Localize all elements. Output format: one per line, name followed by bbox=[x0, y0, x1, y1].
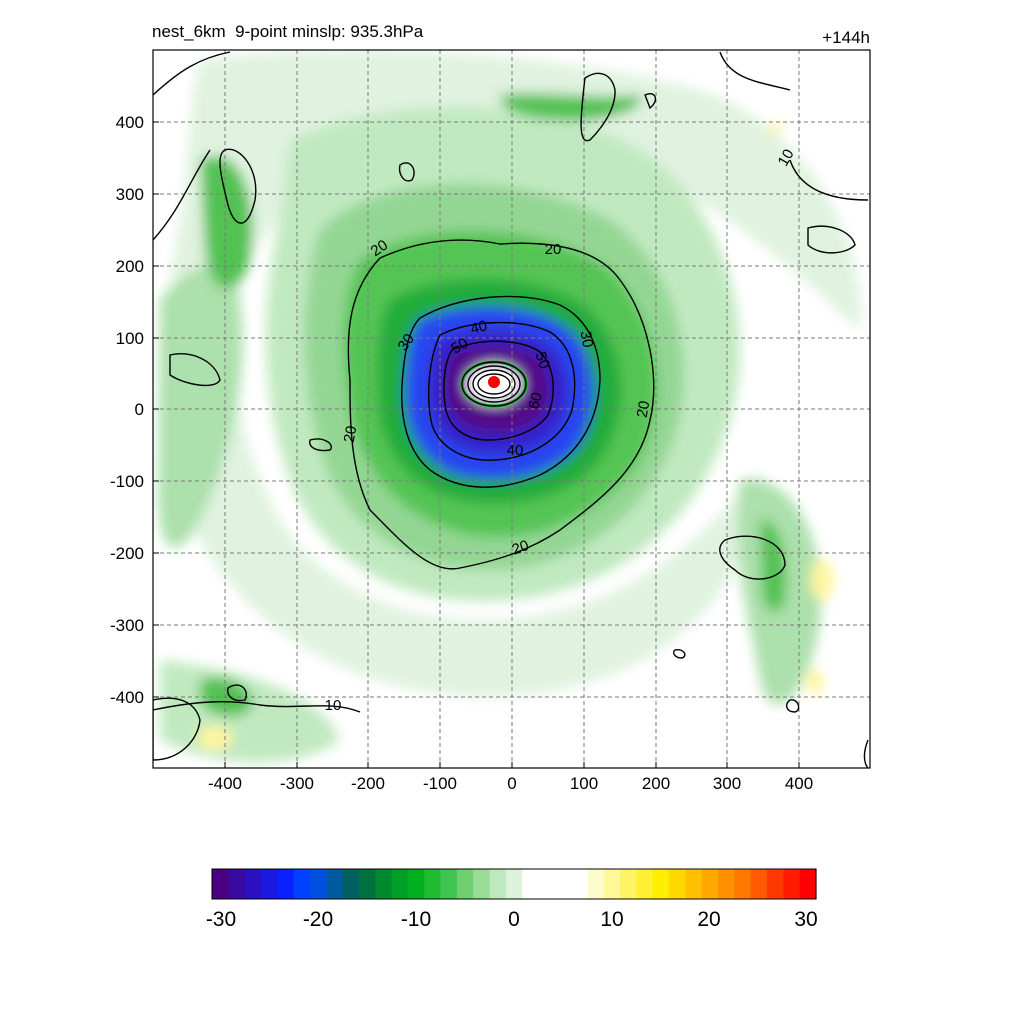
x-tick-label: 100 bbox=[570, 774, 598, 793]
colorbar-swatch bbox=[636, 869, 654, 899]
colorbar-swatch bbox=[718, 869, 735, 899]
colorbar-swatch bbox=[424, 869, 442, 899]
colorbar-swatch bbox=[750, 869, 768, 899]
colorbar-swatch bbox=[391, 869, 409, 899]
colorbar-swatch bbox=[228, 869, 246, 899]
colorbar-swatch bbox=[309, 869, 327, 899]
colorbar-tick-label: 0 bbox=[508, 908, 520, 931]
x-axis-labels: -400 -300 -200 -100 0 100 200 300 400 bbox=[208, 774, 813, 793]
y-tick-label: -200 bbox=[110, 544, 144, 563]
contour-label: 20 bbox=[510, 537, 531, 559]
colorbar-swatch bbox=[375, 869, 393, 899]
contour-label: 20 bbox=[545, 241, 562, 258]
colorbar-swatch bbox=[260, 869, 278, 899]
x-tick-label: -400 bbox=[208, 774, 242, 793]
colorbar-swatch bbox=[358, 869, 376, 899]
colorbar-swatch bbox=[620, 869, 638, 899]
colorbar-swatch bbox=[652, 869, 670, 899]
y-axis-labels: 400 300 200 100 0 -100 -200 -300 -400 bbox=[110, 113, 144, 707]
colorbar-swatch bbox=[522, 869, 540, 899]
colorbar-swatch bbox=[701, 869, 719, 899]
colorbar-swatch bbox=[505, 869, 523, 899]
grid-lines bbox=[153, 50, 870, 768]
contour-label: 40 bbox=[507, 442, 524, 459]
forecast-hour-label: +144h bbox=[822, 28, 870, 47]
colorbar-swatch bbox=[799, 869, 817, 899]
y-tick-label: -300 bbox=[110, 616, 144, 635]
x-tick-label: 400 bbox=[785, 774, 813, 793]
colorbar-swatch bbox=[734, 869, 752, 899]
colorbar-tick-label: 10 bbox=[600, 908, 623, 931]
colorbar-swatch bbox=[783, 869, 801, 899]
contour-label: 30 bbox=[395, 331, 418, 354]
colorbar-swatch bbox=[456, 869, 474, 899]
colorbar-swatch bbox=[342, 869, 360, 899]
y-tick-label: 200 bbox=[116, 257, 144, 276]
x-tick-label: -200 bbox=[351, 774, 385, 793]
colorbar bbox=[212, 869, 817, 899]
y-tick-label: 100 bbox=[116, 329, 144, 348]
colorbar-swatch bbox=[603, 869, 621, 899]
colorbar-swatch bbox=[212, 869, 229, 899]
contour-labels: 10 10 20 20 20 20 20 30 30 40 40 50 50 6… bbox=[325, 146, 798, 714]
colorbar-tick-label: -30 bbox=[206, 908, 236, 931]
contour-label: 60 bbox=[525, 391, 546, 412]
x-tick-label: 0 bbox=[507, 774, 516, 793]
storm-center-marker bbox=[488, 376, 500, 388]
x-tick-label: -300 bbox=[280, 774, 314, 793]
contour-label: 20 bbox=[341, 425, 361, 444]
colorbar-swatch bbox=[587, 869, 605, 899]
colorbar-tick-label: -10 bbox=[401, 908, 431, 931]
x-tick-label: 200 bbox=[642, 774, 670, 793]
colorbar-swatch bbox=[489, 869, 507, 899]
colorbar-tick-label: 20 bbox=[697, 908, 720, 931]
colorbar-tick-label: -20 bbox=[303, 908, 333, 931]
colorbar-tick-label: 30 bbox=[794, 908, 817, 931]
y-tick-label: 0 bbox=[135, 400, 144, 419]
x-tick-label: 300 bbox=[713, 774, 741, 793]
colorbar-swatch bbox=[571, 869, 589, 899]
colorbar-swatch bbox=[767, 869, 784, 899]
contour-label: 10 bbox=[325, 697, 342, 714]
colorbar-swatch bbox=[538, 869, 556, 899]
colorbar-swatch bbox=[293, 869, 311, 899]
colorbar-swatch bbox=[473, 869, 491, 899]
y-tick-label: -100 bbox=[110, 472, 144, 491]
colorbar-swatch bbox=[244, 869, 262, 899]
colorbar-frame bbox=[211, 868, 817, 900]
colorbar-swatch bbox=[685, 869, 703, 899]
colorbar-swatch bbox=[277, 869, 295, 899]
colorbar-swatch bbox=[669, 869, 686, 899]
contour-label: 50 bbox=[448, 335, 471, 358]
contour-label: 10 bbox=[775, 146, 798, 169]
y-tick-label: -400 bbox=[110, 688, 144, 707]
contour-label: 30 bbox=[577, 330, 597, 349]
contour-label: 20 bbox=[634, 400, 654, 419]
contour-label: 50 bbox=[531, 350, 553, 371]
contour-label: 40 bbox=[469, 317, 490, 338]
y-tick-label: 400 bbox=[116, 113, 144, 132]
y-tick-label: 300 bbox=[116, 185, 144, 204]
map-title: nest_6km 9-point minslp: 935.3hPa bbox=[152, 22, 424, 41]
colorbar-labels: -30 -20 -10 0 10 20 30 bbox=[206, 908, 818, 931]
colorbar-swatch bbox=[407, 869, 425, 899]
contour-label: 20 bbox=[368, 237, 391, 260]
colorbar-swatch bbox=[554, 869, 572, 899]
x-tick-label: -100 bbox=[423, 774, 457, 793]
colorbar-swatch bbox=[326, 869, 344, 899]
colorbar-swatch bbox=[440, 869, 458, 899]
wind-contours bbox=[153, 51, 869, 768]
